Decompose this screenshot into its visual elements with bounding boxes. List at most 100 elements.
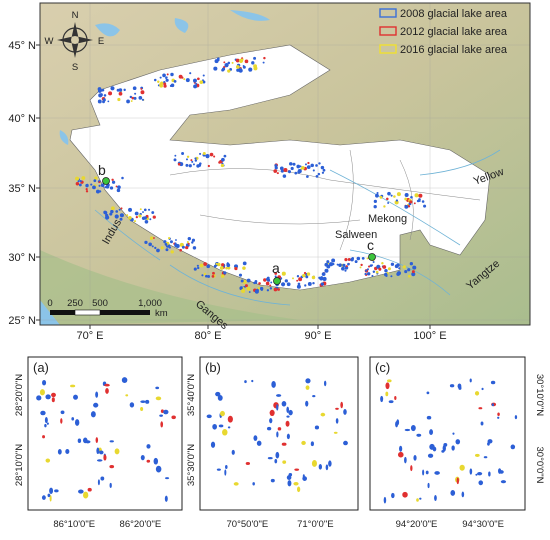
lake bbox=[97, 87, 102, 91]
lake bbox=[296, 164, 301, 169]
lake bbox=[160, 409, 164, 413]
lake bbox=[140, 90, 145, 95]
lake bbox=[73, 394, 78, 400]
lake bbox=[213, 266, 216, 268]
lake bbox=[413, 202, 416, 205]
lake bbox=[217, 262, 221, 267]
lake bbox=[187, 242, 190, 245]
scale-unit: km bbox=[155, 308, 168, 319]
latitude-label: 25° N bbox=[8, 315, 36, 327]
panel-lat-label: 28°10'0"N bbox=[14, 444, 25, 486]
compass-label: S bbox=[72, 62, 78, 73]
lake bbox=[109, 482, 112, 488]
lake bbox=[98, 181, 101, 184]
lake bbox=[101, 88, 105, 92]
lake bbox=[483, 456, 488, 459]
lake bbox=[302, 474, 305, 479]
longitude-label: 70° E bbox=[76, 330, 103, 342]
lake bbox=[169, 240, 173, 244]
panel-lat-label: 28°20'0"N bbox=[14, 374, 25, 416]
lake bbox=[51, 397, 55, 403]
lake bbox=[97, 99, 102, 104]
lake bbox=[478, 480, 484, 486]
lake bbox=[235, 58, 240, 63]
lake bbox=[244, 59, 249, 64]
lake bbox=[51, 392, 56, 398]
lake bbox=[345, 265, 348, 268]
lake bbox=[128, 215, 132, 220]
lake bbox=[116, 188, 121, 193]
lake bbox=[262, 61, 265, 64]
lake bbox=[90, 183, 93, 186]
lake bbox=[283, 167, 288, 173]
lake bbox=[111, 206, 115, 211]
lake bbox=[203, 272, 207, 276]
lake bbox=[404, 197, 408, 201]
lake bbox=[191, 160, 194, 163]
lake bbox=[328, 262, 334, 267]
lake bbox=[312, 169, 315, 172]
lake bbox=[286, 433, 290, 440]
lake bbox=[213, 66, 218, 71]
lake bbox=[302, 273, 306, 278]
compass-label: E bbox=[98, 36, 104, 47]
lake bbox=[301, 166, 305, 170]
lake bbox=[221, 157, 225, 162]
lake bbox=[335, 407, 339, 410]
lake bbox=[188, 164, 192, 168]
lake bbox=[218, 161, 221, 164]
lake bbox=[487, 442, 490, 446]
lake bbox=[151, 245, 154, 248]
lake bbox=[152, 215, 156, 219]
lake bbox=[281, 271, 286, 276]
lake bbox=[284, 279, 288, 283]
lake bbox=[296, 284, 301, 289]
lake bbox=[354, 260, 358, 263]
lake bbox=[343, 440, 348, 446]
lake bbox=[276, 172, 279, 175]
lake bbox=[90, 411, 96, 418]
panel-lon-label: 86°10'0"E bbox=[53, 519, 95, 530]
inset-panels: (a) 28°20'0"N 28°10'0"N 86°10'0"E 86°20'0"E (… bbox=[14, 356, 545, 530]
lake bbox=[218, 424, 224, 428]
lake bbox=[404, 204, 409, 209]
lake bbox=[140, 87, 143, 90]
lake bbox=[332, 262, 335, 266]
lake bbox=[140, 454, 145, 461]
lake bbox=[189, 72, 192, 75]
lake bbox=[181, 245, 185, 249]
lake bbox=[154, 246, 157, 250]
lake bbox=[186, 241, 189, 244]
lake bbox=[419, 497, 422, 500]
lake bbox=[114, 214, 119, 219]
lake bbox=[193, 78, 197, 83]
lake bbox=[270, 478, 275, 483]
compass-label: N bbox=[72, 10, 79, 21]
lake bbox=[279, 166, 284, 171]
lake bbox=[199, 263, 204, 268]
lake bbox=[276, 404, 279, 411]
lake bbox=[125, 394, 129, 397]
lake bbox=[297, 169, 302, 174]
lake bbox=[347, 257, 351, 261]
lake bbox=[254, 280, 258, 283]
lake bbox=[321, 171, 325, 174]
lake bbox=[100, 183, 105, 188]
lake bbox=[373, 199, 377, 204]
lake bbox=[213, 155, 216, 158]
lake bbox=[320, 412, 326, 417]
lake bbox=[380, 395, 384, 403]
lake bbox=[266, 289, 270, 292]
scale-tick: 1,000 bbox=[138, 298, 162, 309]
lake bbox=[416, 498, 419, 502]
latitude-label: 45° N bbox=[8, 40, 36, 52]
lake bbox=[103, 454, 107, 461]
lake bbox=[44, 423, 47, 428]
lake bbox=[263, 278, 267, 282]
lake bbox=[206, 414, 212, 419]
lake bbox=[452, 432, 455, 435]
lake bbox=[164, 242, 168, 246]
lake bbox=[42, 379, 47, 386]
lake bbox=[407, 274, 411, 278]
lake bbox=[375, 193, 379, 198]
